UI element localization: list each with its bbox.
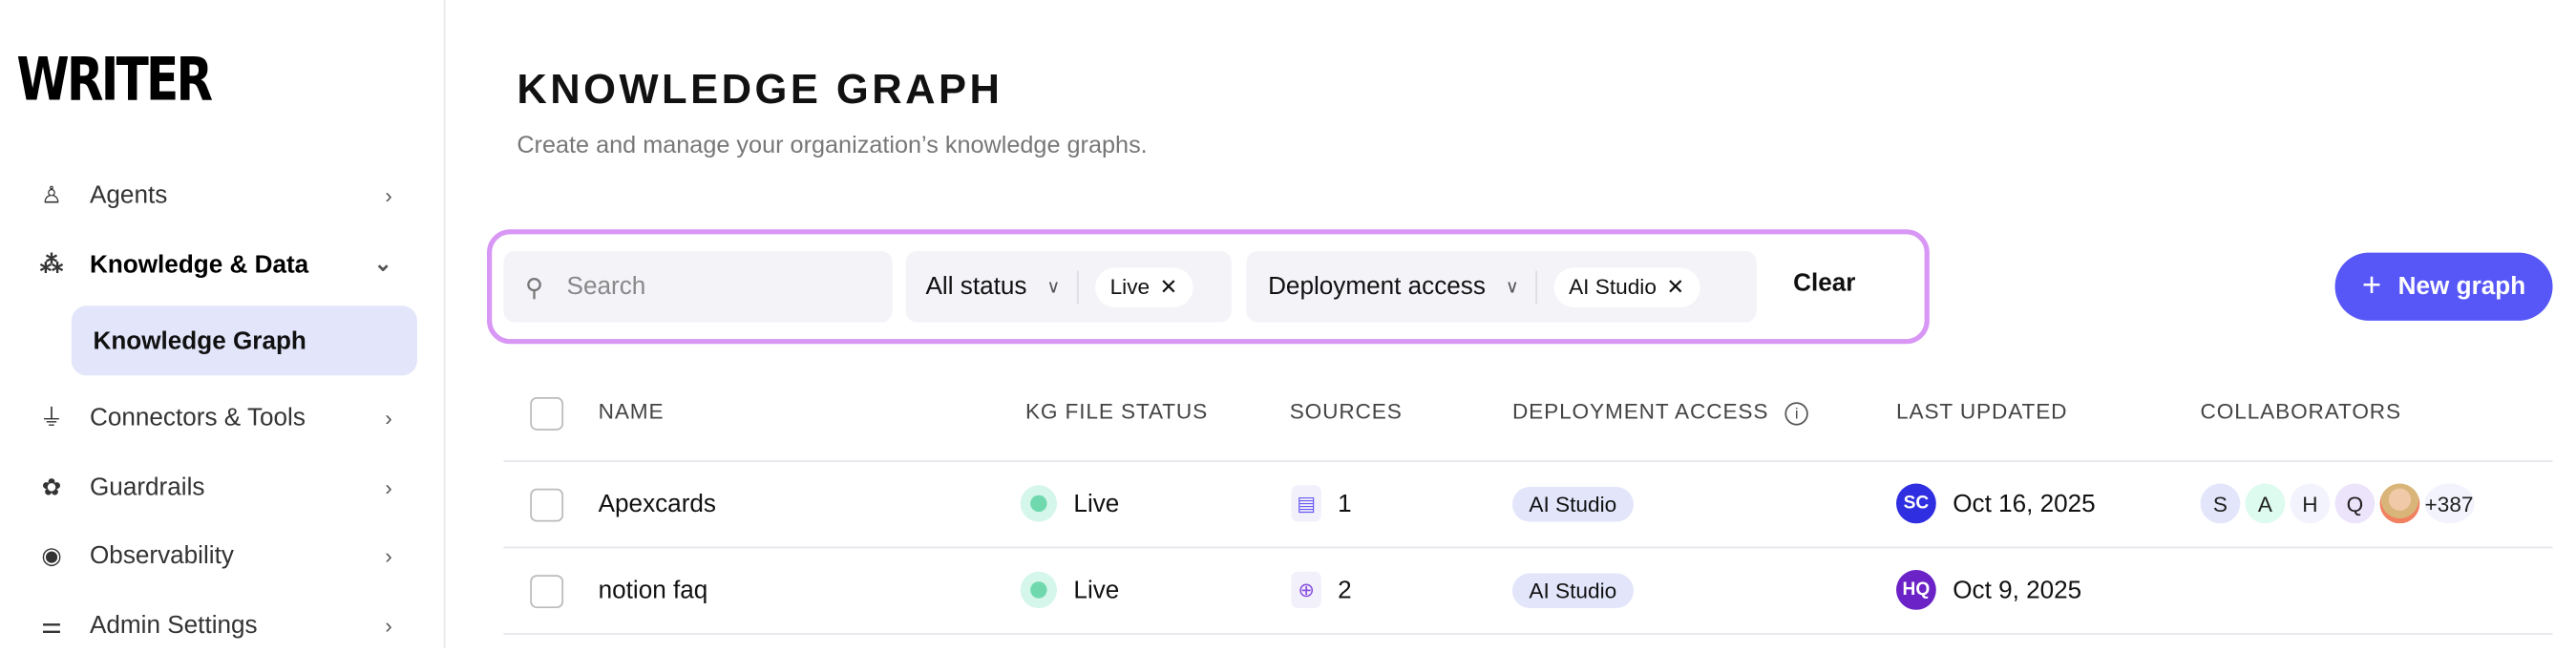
nav-label: Admin Settings <box>89 610 258 640</box>
nav-label: Connectors & Tools <box>89 403 306 432</box>
sidebar: WRITER ♙ Agents › ⁂ Knowledge & Data ⌄ Knowl… <box>0 0 446 648</box>
info-icon[interactable]: i <box>1784 402 1809 426</box>
collaborators-cell[interactable]: S A H Q +387 <box>2200 483 2503 524</box>
sources-count: 2 <box>1338 576 1352 604</box>
access-badge: AI Studio <box>1511 486 1634 521</box>
row-checkbox[interactable] <box>530 575 564 609</box>
chevron-right-icon: › <box>385 474 392 500</box>
column-header-sources[interactable]: SOURCES <box>1289 398 1403 424</box>
chevron-down-icon: ⌄ <box>373 250 392 276</box>
close-icon[interactable]: ✕ <box>1159 273 1178 299</box>
avatar: Q <box>2334 483 2375 524</box>
status-cell: Live <box>1020 570 1120 610</box>
chip-label: Live <box>1109 274 1151 300</box>
column-header-collaborators[interactable]: COLLABORATORS <box>2200 398 2401 424</box>
filter-bar-highlight <box>486 229 1930 345</box>
search-placeholder: Search <box>566 272 646 302</box>
status-text: Live <box>1073 576 1120 604</box>
sources-cell: ▤ 1 <box>1291 484 1352 524</box>
live-status-icon <box>1020 485 1058 522</box>
avatar: H <box>2290 483 2331 524</box>
sidebar-item-knowledge-graph[interactable]: Knowledge Graph <box>71 305 417 376</box>
sidebar-item-connectors-tools[interactable]: ⏚ Connectors & Tools › <box>33 389 409 445</box>
avatar: S <box>2200 483 2241 524</box>
nav-label: Agents <box>89 179 168 209</box>
select-all-checkbox[interactable] <box>530 397 564 431</box>
chevron-down-icon: ∨ <box>1505 277 1519 298</box>
sidebar-item-agents[interactable]: ♙ Agents › <box>33 166 409 222</box>
sources-count: 1 <box>1338 489 1352 518</box>
search-input[interactable]: ⚲ Search <box>503 250 893 323</box>
updated-cell: SC Oct 16, 2025 <box>1896 483 2096 524</box>
writer-logo[interactable]: WRITER <box>16 46 213 116</box>
live-status-icon <box>1020 571 1058 609</box>
chip-label: AI Studio <box>1569 274 1657 300</box>
plus-icon: + <box>2361 267 2382 305</box>
plug-icon: ⏚ <box>39 403 64 431</box>
avatar: A <box>2245 483 2286 524</box>
column-header-last-updated[interactable]: LAST UPDATED <box>1896 398 2068 424</box>
avatar-photo <box>2379 483 2420 524</box>
sidebar-item-observability[interactable]: ◉ Observability › <box>33 527 409 583</box>
access-cell: AI Studio <box>1511 570 1634 610</box>
updated-date: Oct 16, 2025 <box>1953 489 2096 518</box>
file-icon: ▤ <box>1291 485 1321 522</box>
access-filter-label: Deployment access <box>1268 272 1486 302</box>
status-filter-label: All status <box>925 272 1027 302</box>
nav-label: Knowledge & Data <box>89 249 309 279</box>
page-subtitle: Create and manage your organization’s kn… <box>517 133 1148 160</box>
sidebar-item-knowledge-data[interactable]: ⁂ Knowledge & Data ⌄ <box>33 236 409 292</box>
avatar: HQ <box>1896 570 1936 610</box>
search-icon: ⚲ <box>525 273 544 302</box>
knowledge-icon: ⁂ <box>39 249 64 277</box>
nav-label: Observability <box>89 540 234 570</box>
sidebar-item-admin-settings[interactable]: ⚌ Admin Settings › <box>33 597 409 653</box>
graph-name[interactable]: notion faq <box>598 576 708 604</box>
header-label: DEPLOYMENT ACCESS <box>1511 398 1769 424</box>
column-header-status[interactable]: KG FILE STATUS <box>1024 398 1209 424</box>
deployment-access-filter[interactable]: Deployment access ∨ AI Studio ✕ <box>1246 250 1757 323</box>
updated-date: Oct 9, 2025 <box>1953 576 2082 604</box>
eye-icon: ◉ <box>41 540 62 568</box>
column-header-deployment-access[interactable]: DEPLOYMENT ACCESS i <box>1511 398 1809 426</box>
new-graph-label: New graph <box>2397 272 2526 302</box>
divider <box>1535 269 1538 304</box>
status-filter[interactable]: All status ∨ Live ✕ <box>905 250 1232 323</box>
sliders-icon: ⚌ <box>41 610 62 638</box>
access-chip[interactable]: AI Studio ✕ <box>1553 266 1700 307</box>
brain-icon: ✿ <box>41 473 62 500</box>
clear-filters-button[interactable]: Clear <box>1793 268 1856 298</box>
close-icon[interactable]: ✕ <box>1666 273 1685 299</box>
divider <box>1076 269 1079 304</box>
sidebar-item-guardrails[interactable]: ✿ Guardrails › <box>33 458 409 515</box>
chevron-down-icon: ∨ <box>1046 277 1061 298</box>
avatar: SC <box>1896 483 1936 524</box>
row-checkbox[interactable] <box>530 488 564 522</box>
chevron-right-icon: › <box>385 181 392 207</box>
nav-label: Guardrails <box>89 473 205 501</box>
graph-name[interactable]: Apexcards <box>598 489 716 518</box>
chevron-right-icon: › <box>385 542 392 568</box>
more-collaborators: +387 <box>2424 483 2475 524</box>
divider <box>503 633 2553 635</box>
chevron-right-icon: › <box>385 612 392 638</box>
chevron-right-icon: › <box>385 404 392 430</box>
sources-cell: ⊕ 2 <box>1291 570 1352 610</box>
page-title: KNOWLEDGE GRAPH <box>517 66 1003 114</box>
new-graph-button[interactable]: + New graph <box>2334 252 2553 321</box>
status-cell: Live <box>1020 484 1120 524</box>
updated-cell: HQ Oct 9, 2025 <box>1896 570 2081 610</box>
access-cell: AI Studio <box>1511 484 1634 524</box>
status-text: Live <box>1073 489 1120 518</box>
access-badge: AI Studio <box>1511 572 1634 608</box>
column-header-name[interactable]: NAME <box>598 398 665 424</box>
globe-icon: ⊕ <box>1291 571 1321 609</box>
status-chip[interactable]: Live ✕ <box>1094 266 1193 307</box>
divider <box>503 460 2553 462</box>
divider <box>503 546 2553 549</box>
agent-icon: ♙ <box>41 179 62 207</box>
